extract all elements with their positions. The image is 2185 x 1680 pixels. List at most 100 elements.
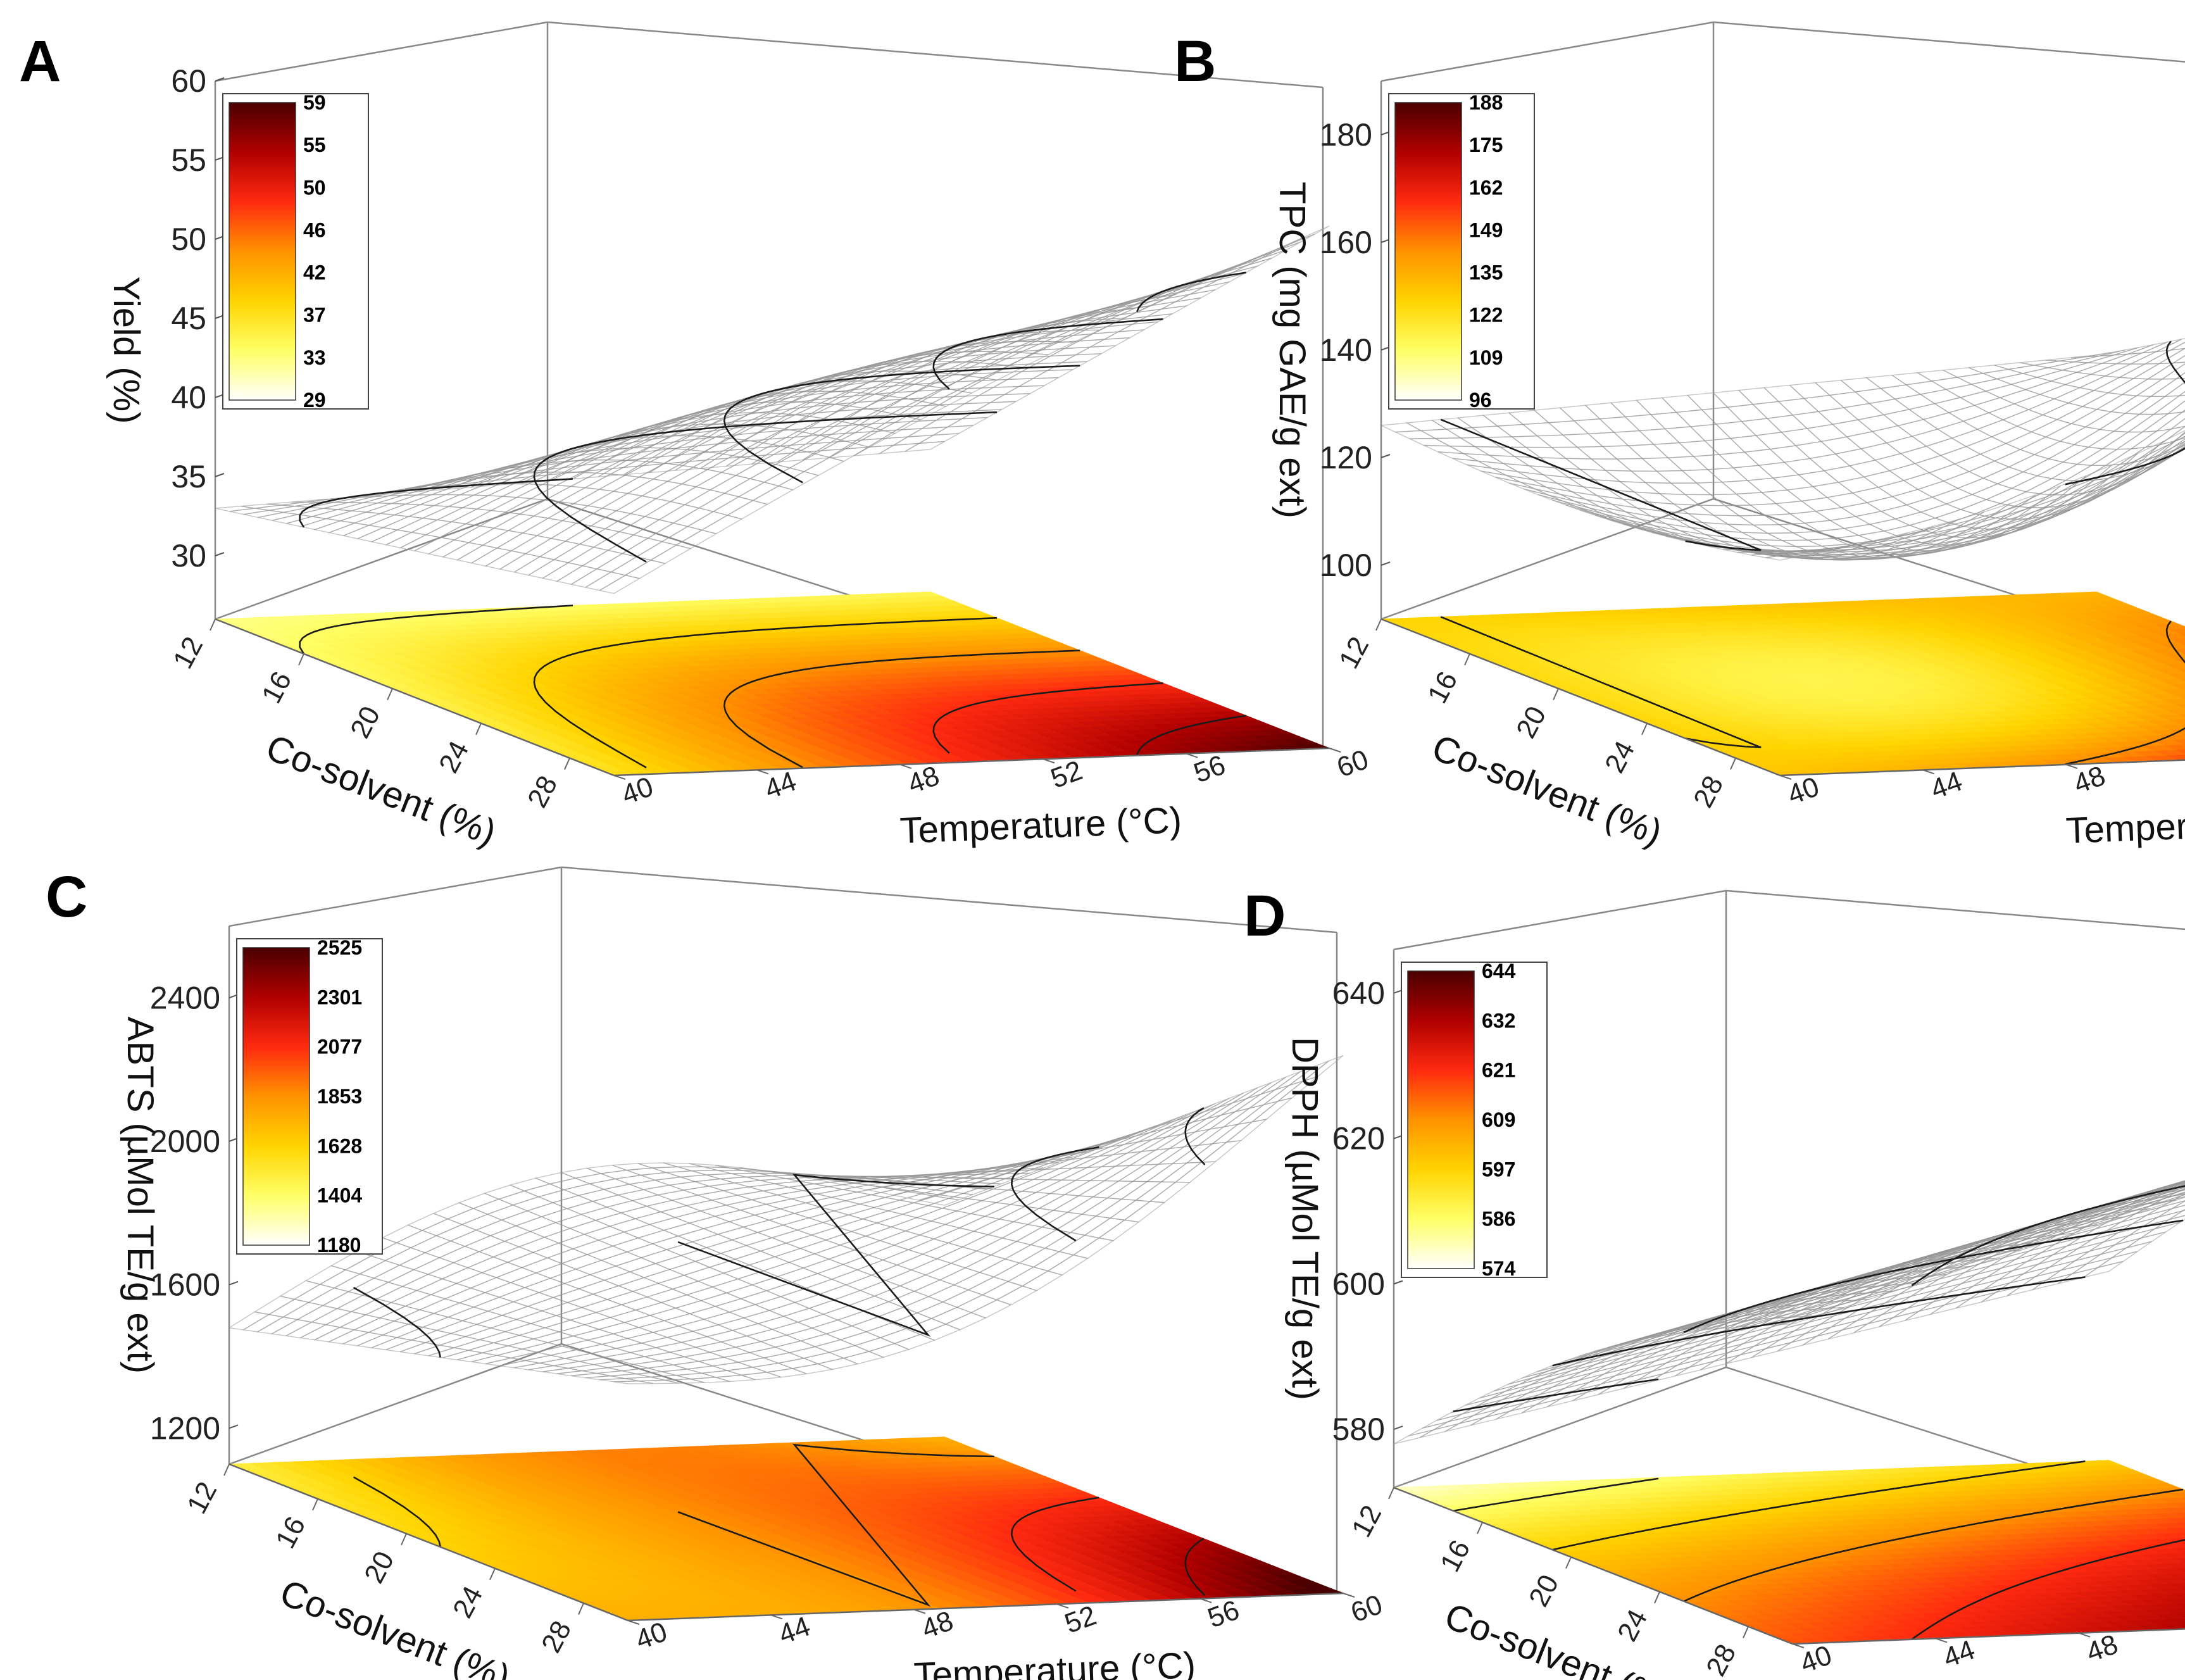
surface-cell [2084,411,2127,430]
surface-contour [723,365,1080,484]
surface-cell [1088,1165,1130,1182]
surface-cell [1896,418,1939,437]
surface-cell [727,1367,767,1376]
response-surface [215,225,1330,594]
colorbar-label: 188 [1469,91,1503,114]
surface-cell [1477,460,1518,472]
colorbar-label: 2301 [317,986,362,1008]
surface-cell [1437,451,1479,462]
surface-cell [1527,1379,1568,1394]
surface-cell [1820,436,1862,454]
colorbar-legend: 2525 2301 2077 1853 1628 1404 1180 [236,936,383,1257]
surface-cell [578,528,621,548]
y-tick-label: 40 [618,771,658,811]
surface-cell [1922,412,1965,430]
x-tick-label: 12 [181,1477,223,1519]
surface-cell [816,1357,860,1370]
surface-contour [1911,1185,2185,1286]
surface-cell [669,486,712,506]
surface-cell [1615,458,1658,472]
surface-cell [567,546,610,567]
colorbar-label: 162 [1469,176,1503,199]
y-tick-label: 60 [1347,1589,1387,1629]
z-tick-label: 640 [1332,975,1385,1011]
surface-cell [623,560,667,579]
surface-cell [1941,367,1985,378]
contour-line [533,617,998,768]
contour-line [1552,1460,2086,1551]
surface-cell [560,1167,603,1179]
surface-cell [481,530,524,549]
surface-cell [1846,431,1888,449]
colorbar-label: 632 [1482,1009,1515,1032]
surface-cell [2047,444,2090,463]
surface-cell [396,517,439,533]
x-tick-label: 16 [270,1512,311,1553]
x-axis-title: Co-solvent (%) [275,1572,516,1680]
x-tick-label: 24 [1599,736,1641,778]
surface-cell [267,1298,310,1318]
surface-cell [584,571,627,591]
surface-cell [1798,470,1840,487]
surface-cell [1473,1400,1513,1416]
y-tick-label: 56 [1190,749,1230,789]
surface-cell [407,505,449,519]
surface-cell [1212,259,1253,276]
surface-cell [1812,482,1854,498]
surface-cell [698,492,740,512]
z-tick-label: 580 [1332,1412,1385,1447]
surface-cell [1806,423,1848,442]
surface-cell [1814,507,1857,521]
surface-cell [741,1372,782,1381]
surface-cell [510,535,553,555]
surface-cell [2070,409,2113,428]
z-tick-label: 30 [171,538,206,574]
surface-cell [767,1368,807,1378]
surface-cell [673,1360,713,1370]
surface-cell [1908,403,1950,420]
surface-cell [1582,486,1624,500]
surface-cell [464,510,507,527]
surface-cell [1969,503,2010,521]
surface-cell [1032,1251,1075,1272]
surface-cell [1069,1215,1112,1236]
surface-cell [1894,394,1936,410]
panel-letter: B [1174,29,1216,94]
surface-cell [629,498,672,517]
surface-cell [1786,486,1829,502]
surface-cell [1831,419,1874,437]
z-axis-title: TPC (mg GAE/g ext) [1272,182,1313,518]
surface-cell [1061,1166,1102,1181]
z-axis: 1200 1600 2000 2400 [150,980,239,1446]
colorbar-label: 175 [1469,134,1503,156]
surface-cell [2076,363,2117,375]
surface-cell [1463,453,1504,464]
surface-cell [1856,414,1900,432]
contour-line [299,605,573,655]
surface-cell [984,1204,1027,1220]
surface-cell [1419,1423,1460,1439]
surface-cell [1058,1234,1101,1256]
surface-cell [499,553,541,573]
surface-cell [535,520,579,539]
surface-contour [353,1286,442,1358]
x-tick-label: 12 [167,632,209,674]
surface-cell [1669,482,1712,496]
surface-cell [610,556,653,576]
surface-cell [1018,1248,1061,1268]
surface-cell [1794,441,1837,460]
surface-cell [2132,362,2176,380]
surface-cell [786,433,829,451]
surface-cell [615,1174,656,1185]
colorbar [242,947,310,1246]
surface-cell [356,527,399,542]
surface-cell [1444,1417,1485,1432]
surface-cell [1098,1219,1140,1241]
surface-cell [649,544,692,564]
surface-cell [586,1165,627,1174]
surface-cell [2058,426,2101,446]
surface-cell [709,475,751,494]
surface-cell [715,1374,756,1382]
colorbar-label: 597 [1482,1158,1515,1181]
